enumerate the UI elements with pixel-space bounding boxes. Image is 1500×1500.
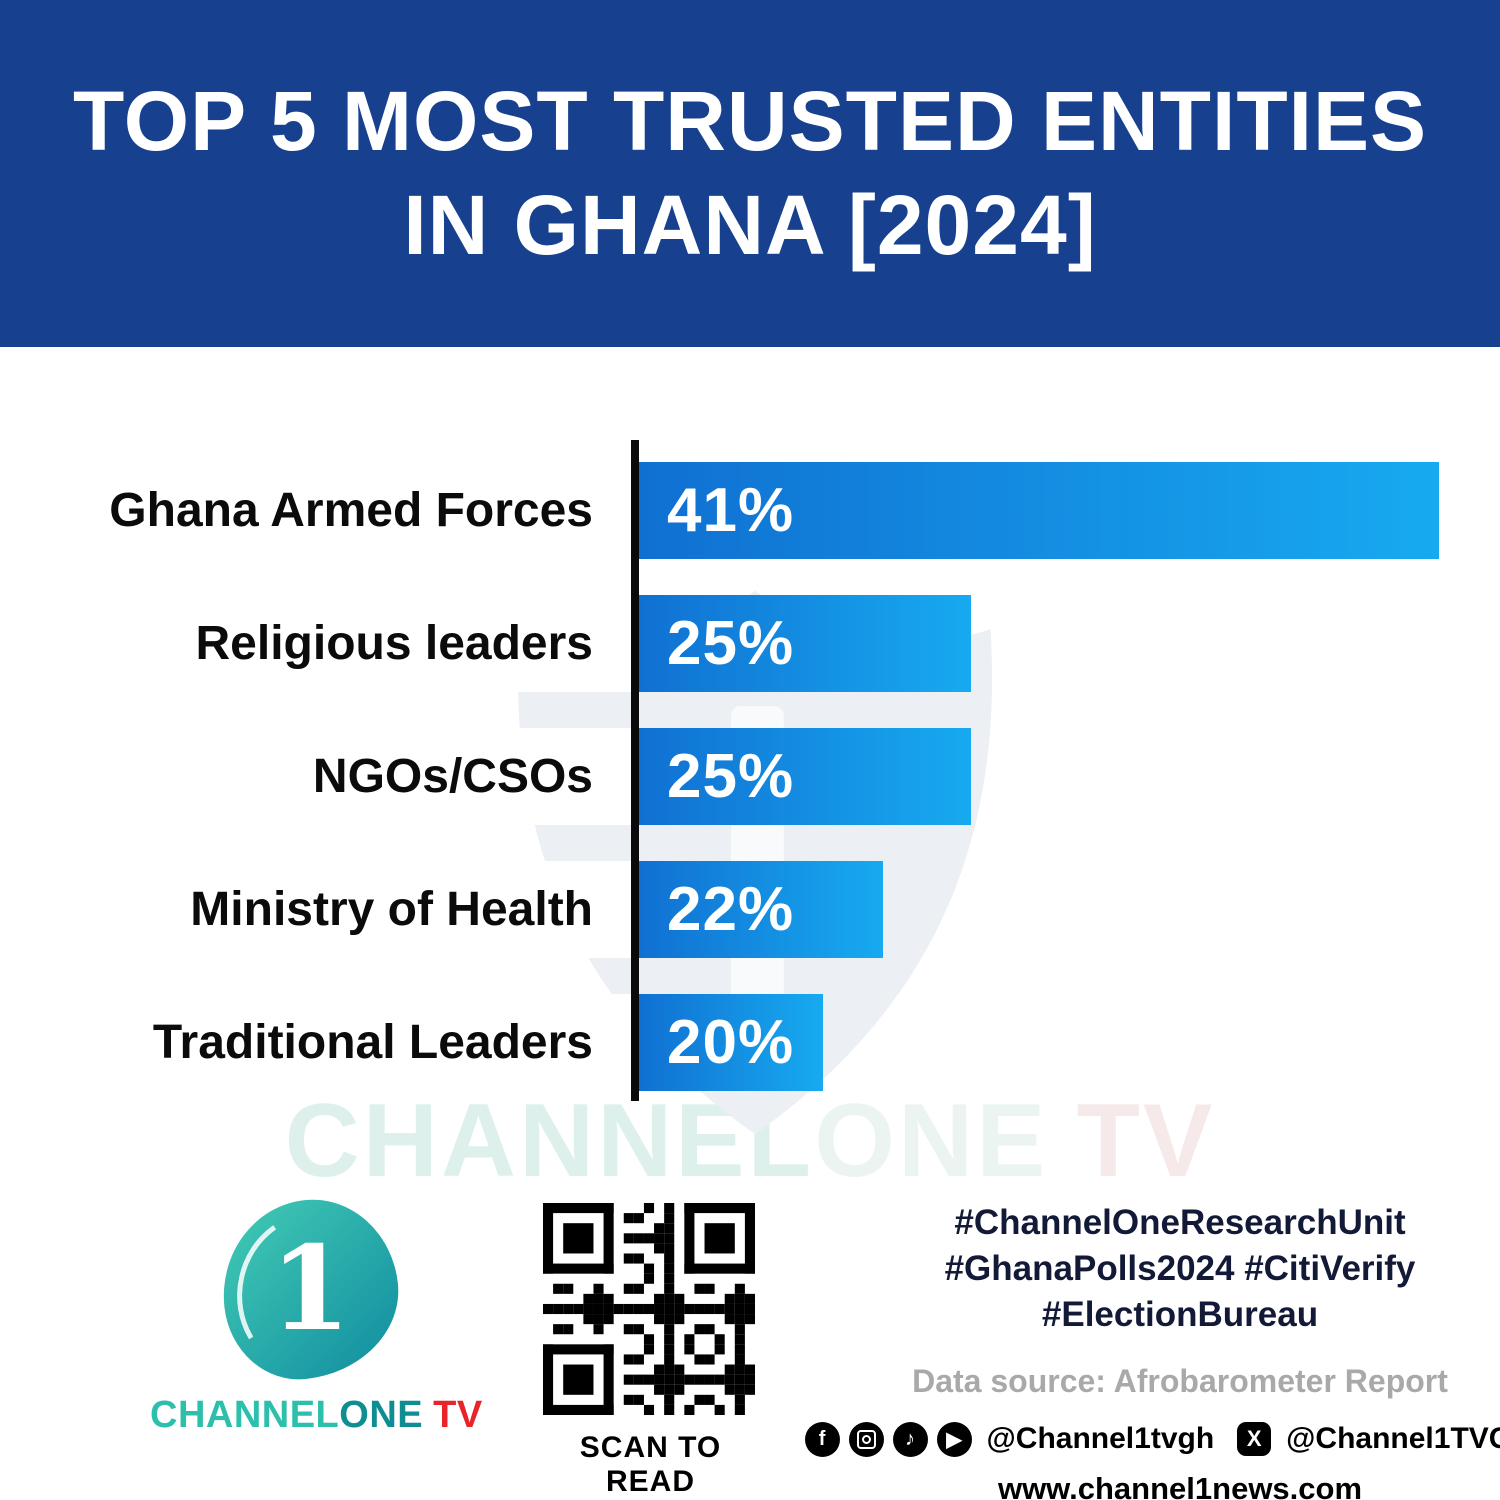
chart-axis-line <box>631 440 639 1101</box>
chart-row-traditional-leaders: Traditional Leaders 20% <box>0 994 1500 1091</box>
brand-watermark-tv: TV <box>1076 1083 1216 1199</box>
bar-track: 41% <box>639 462 1439 559</box>
data-source-note: Data source: Afrobarometer Report <box>912 1362 1448 1399</box>
category-label: Traditional Leaders <box>0 994 631 1091</box>
logo-numeral: 1 <box>269 1221 351 1357</box>
category-label: Religious leaders <box>0 595 631 692</box>
bar-chart: Ghana Armed Forces 41% Religious leaders… <box>0 440 1500 1135</box>
channel-one-logo: 1 CHANNELONE TV <box>150 1191 482 1437</box>
social-row: f ♪ ▶ @Channel1tvgh X @Channel1TVGHA <box>804 1421 1500 1457</box>
chart-row-ngos-csos: NGOs/CSOs 25% <box>0 728 1500 825</box>
website-url: www.channel1news.com <box>997 1470 1363 1500</box>
logo-wordmark: CHANNELONE TV <box>150 1394 482 1437</box>
qr-code <box>543 1203 755 1415</box>
instagram-camera-shape <box>856 1429 876 1449</box>
header-banner: TOP 5 MOST TRUSTED ENTITIES IN GHANA [20… <box>0 0 1500 347</box>
bar-track: 25% <box>639 728 1439 825</box>
bar-ministry-of-health: 22% <box>639 861 883 958</box>
footer-info-block: #ChannelOneResearchUnit #GhanaPolls2024 … <box>804 1200 1500 1500</box>
x-twitter-icon: X <box>1237 1422 1272 1457</box>
chart-row-ministry-of-health: Ministry of Health 22% <box>0 861 1500 958</box>
tiktok-icon: ♪ <box>892 1421 928 1457</box>
brand-watermark-one: ONE <box>814 1083 1049 1199</box>
hashtag-line-1: #ChannelOneResearchUnit <box>954 1203 1406 1242</box>
bar-value-label: 20% <box>667 1008 795 1077</box>
wordmark-tv: TV <box>433 1394 483 1436</box>
qr-block: SCAN TO READ <box>543 1203 758 1499</box>
category-label: NGOs/CSOs <box>0 728 631 825</box>
bar-religious-leaders: 25% <box>639 595 971 692</box>
bar-value-label: 41% <box>667 476 795 545</box>
bar-ngos-csos: 25% <box>639 728 971 825</box>
category-label: Ministry of Health <box>0 861 631 958</box>
chart-title-line2: IN GHANA [2024] <box>403 177 1097 272</box>
wordmark-one: ONE <box>339 1394 424 1436</box>
bar-track: 20% <box>639 994 1439 1091</box>
wordmark-channel: CHANNEL <box>150 1394 340 1436</box>
category-label: Ghana Armed Forces <box>0 462 631 559</box>
chart-title-line1: TOP 5 MOST TRUSTED ENTITIES <box>72 74 1428 169</box>
facebook-icon: f <box>804 1421 840 1457</box>
hashtag-line-3: #ElectionBureau <box>1041 1295 1319 1335</box>
bar-value-label: 25% <box>667 609 795 678</box>
social-handle-main: @Channel1tvgh <box>986 1422 1215 1456</box>
bar-ghana-armed-forces: 41% <box>639 462 1439 559</box>
social-handle-x: @Channel1TVGHA <box>1286 1422 1500 1456</box>
channel-one-logo-icon: 1 <box>213 1191 407 1387</box>
chart-rows: Ghana Armed Forces 41% Religious leaders… <box>0 462 1500 1127</box>
instagram-icon <box>848 1421 884 1457</box>
bar-track: 22% <box>639 861 1439 958</box>
chart-row-religious-leaders: Religious leaders 25% <box>0 595 1500 692</box>
chart-row-ghana-armed-forces: Ghana Armed Forces 41% <box>0 462 1500 559</box>
youtube-icon: ▶ <box>936 1421 972 1457</box>
qr-caption: SCAN TO READ <box>579 1431 722 1498</box>
hashtag-line-2: #GhanaPolls2024 #CitiVerify <box>944 1249 1416 1289</box>
bar-track: 25% <box>639 595 1439 692</box>
bar-traditional-leaders: 20% <box>639 994 823 1091</box>
bar-value-label: 22% <box>667 875 795 944</box>
bar-value-label: 25% <box>667 742 795 811</box>
